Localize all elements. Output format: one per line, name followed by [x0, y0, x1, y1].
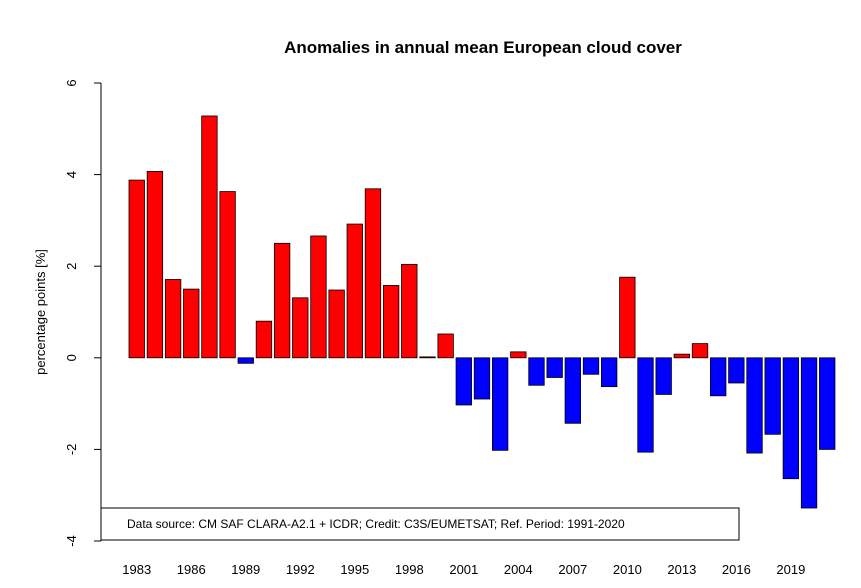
x-tick-label: 1986	[177, 562, 206, 577]
data-source-text: Data source: CM SAF CLARA-A2.1 + ICDR; C…	[127, 517, 625, 531]
bar-2001	[455, 357, 472, 406]
bar-1993	[310, 235, 327, 359]
bar-1984	[146, 170, 164, 359]
bar-1999	[419, 356, 436, 359]
bar-1983	[128, 179, 145, 359]
bar-2003	[491, 357, 509, 451]
bar-1986	[183, 288, 200, 359]
bar-2009	[601, 357, 618, 388]
x-tick-label: 2010	[613, 562, 642, 577]
x-tick-label: 1998	[395, 562, 424, 577]
y-tick-label: -2	[64, 444, 79, 456]
x-tick-label: 2019	[776, 562, 805, 577]
data-source-box: Data source: CM SAF CLARA-A2.1 + ICDR; C…	[100, 507, 740, 541]
bar-1988	[219, 191, 236, 359]
bar-2000	[437, 333, 454, 359]
bar-2004	[510, 351, 527, 359]
x-tick-label: 1992	[286, 562, 315, 577]
bar-2016	[728, 357, 745, 384]
x-tick-label: 2004	[504, 562, 533, 577]
bar-1990	[255, 320, 273, 359]
bar-2013	[673, 353, 690, 359]
bar-2011	[637, 357, 654, 453]
x-tick-label: 2007	[558, 562, 587, 577]
bar-1994	[328, 289, 345, 359]
bar-2019	[782, 357, 800, 480]
bar-2005	[528, 357, 545, 386]
x-axis-tick-labels: 1983 1986 1989 1992 1995 1998 2001 2004 2007 2010…	[122, 562, 805, 577]
bar-1998	[401, 263, 418, 359]
bar-1985	[164, 279, 182, 359]
bar-2007	[564, 357, 581, 424]
bar-1996	[364, 188, 382, 359]
x-tick-label: 1995	[340, 562, 369, 577]
bar-2018	[764, 357, 781, 435]
bar-1989	[237, 357, 254, 364]
bar-1991	[273, 242, 291, 359]
data-source-frame	[100, 507, 740, 541]
bar-1992	[292, 297, 309, 359]
y-tick-label: 2	[64, 263, 79, 270]
bar-2010	[619, 276, 636, 359]
bar-2015	[710, 357, 727, 397]
y-tick-label: 6	[64, 79, 79, 86]
bar-2017	[746, 357, 763, 454]
x-tick-label: 2001	[449, 562, 478, 577]
bar-2020	[800, 357, 818, 509]
bars-group	[128, 115, 836, 509]
x-tick-label: 1989	[231, 562, 260, 577]
bar-1987	[201, 115, 218, 359]
y-axis-label: percentage points [%]	[33, 249, 48, 375]
y-tick-label: 0	[64, 354, 79, 361]
chart-title: Anomalies in annual mean European cloud …	[284, 38, 682, 57]
y-axis-ticks: -4 -2 0 2 4 6	[64, 79, 101, 547]
y-tick-label: -4	[64, 535, 79, 547]
bar-1995	[346, 223, 363, 359]
y-tick-label: 4	[64, 171, 79, 178]
x-tick-label: 2013	[667, 562, 696, 577]
bar-2006	[546, 357, 563, 378]
x-tick-label: 1983	[122, 562, 151, 577]
x-tick-label: 2016	[722, 562, 751, 577]
bar-1997	[382, 285, 400, 359]
bar-2002	[473, 357, 491, 400]
bar-2012	[655, 357, 672, 395]
bar-2021	[819, 357, 836, 450]
bar-2014	[691, 343, 709, 359]
bar-2008	[582, 357, 600, 375]
